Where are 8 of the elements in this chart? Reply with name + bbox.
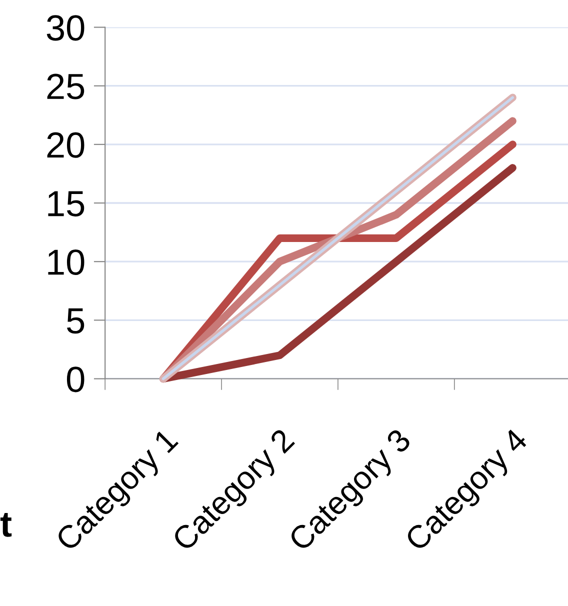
y-tick-label: 15 [48,191,84,216]
y-tick-label: 5 [67,308,84,334]
y-tick-label: 25 [47,74,84,100]
y-tick-label: 10 [48,249,84,276]
y-tick-label: 30 [46,15,84,41]
text: t [0,513,12,537]
y-tick-label: 20 [47,132,84,158]
y-tick-label: 0 [66,366,84,392]
